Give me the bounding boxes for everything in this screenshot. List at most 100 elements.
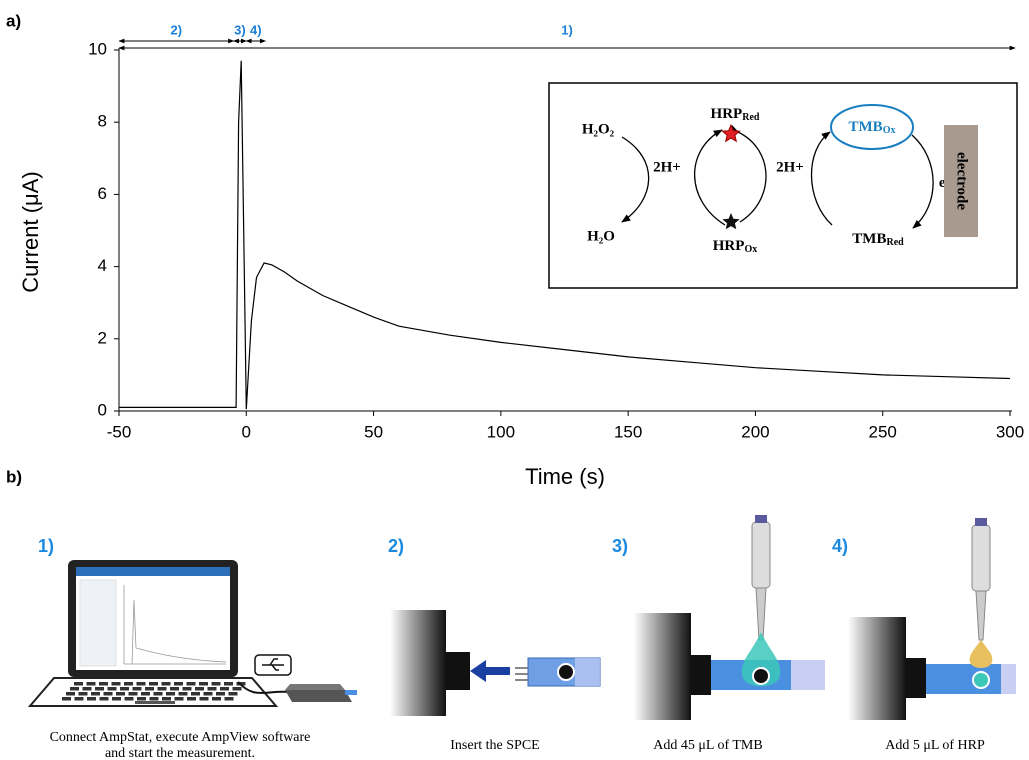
label: HRP xyxy=(713,238,745,254)
laptop xyxy=(27,560,357,707)
key xyxy=(137,697,146,701)
insert-spce xyxy=(390,610,601,716)
proton: 2H+ xyxy=(776,159,804,175)
y-axis-label: Current (μA) xyxy=(18,171,43,292)
x-tick-label: 100 xyxy=(487,422,515,441)
step-number: 4) xyxy=(832,536,848,556)
annotation-label: 1) xyxy=(561,22,573,37)
caption: Add 45 μL of TMB xyxy=(653,738,762,753)
key xyxy=(111,682,121,686)
key xyxy=(107,687,117,691)
tmb-drop xyxy=(741,632,781,687)
key xyxy=(182,687,192,691)
key xyxy=(120,687,129,691)
key xyxy=(116,692,125,696)
annotation-label: 3) xyxy=(234,22,246,37)
x-tick-label: 250 xyxy=(869,422,897,441)
key xyxy=(195,687,204,691)
screen-plot xyxy=(123,585,227,665)
key xyxy=(228,692,238,696)
key xyxy=(136,682,146,686)
electrode-label: electrode xyxy=(954,152,970,210)
key xyxy=(145,687,154,691)
arrow xyxy=(693,129,726,226)
key xyxy=(112,697,121,701)
data-line xyxy=(119,60,1011,410)
y-tick-label: 4 xyxy=(98,256,107,275)
key xyxy=(174,682,183,686)
connector xyxy=(446,652,470,690)
arrow xyxy=(911,134,934,229)
subscript: Ox xyxy=(883,125,896,136)
tmb-ox: TMBOx xyxy=(849,119,896,136)
key xyxy=(186,682,196,686)
star-black xyxy=(722,213,740,230)
pipette-button xyxy=(755,515,767,523)
key xyxy=(153,692,163,696)
key xyxy=(207,687,217,691)
key xyxy=(220,687,229,691)
pipette-body xyxy=(971,524,991,592)
key xyxy=(132,687,142,691)
panel-b: b) 1) 2) 3) 4) Connect AmpStat, execute … xyxy=(6,467,1016,760)
y-tick-label: 0 xyxy=(98,400,107,419)
key xyxy=(174,697,184,701)
device-wall xyxy=(390,610,446,716)
star-red xyxy=(721,123,741,143)
strip-end xyxy=(575,658,600,686)
key xyxy=(124,697,134,701)
caption: Connect AmpStat, execute AmpView softwar… xyxy=(50,730,311,745)
caption: and start the measurement. xyxy=(105,746,255,760)
label: e xyxy=(939,175,946,191)
device-wall xyxy=(848,617,906,720)
key xyxy=(166,692,175,696)
arrow xyxy=(729,125,767,223)
step-number: 1) xyxy=(38,536,54,556)
pipette-tip xyxy=(975,590,987,641)
electrode-block xyxy=(944,125,978,237)
plug xyxy=(345,690,357,695)
caption: Insert the SPCE xyxy=(450,738,539,753)
device-wall xyxy=(634,613,691,720)
key xyxy=(74,697,84,701)
tmb-ox-ellipse xyxy=(830,104,914,150)
key xyxy=(66,692,75,696)
add-tmb xyxy=(634,515,825,720)
subscript: Red xyxy=(742,112,760,123)
pin xyxy=(515,673,529,675)
h2o: H₂O xyxy=(587,228,615,244)
key xyxy=(162,697,171,701)
subscript: Red xyxy=(886,237,904,248)
connector xyxy=(906,658,926,698)
label: TMB xyxy=(849,119,883,135)
key xyxy=(124,682,133,686)
key xyxy=(149,697,159,701)
key xyxy=(191,692,200,696)
electrode xyxy=(972,671,990,689)
add-hrp xyxy=(848,518,1016,720)
key xyxy=(224,682,233,686)
touchpad xyxy=(135,701,175,704)
key xyxy=(141,692,150,696)
key xyxy=(212,697,221,701)
key xyxy=(232,687,242,691)
h2o2: H₂O₂ xyxy=(582,121,615,137)
x-tick-label: -50 xyxy=(107,422,132,441)
key xyxy=(70,687,79,691)
electrode xyxy=(557,663,575,681)
key xyxy=(157,687,167,691)
arrow xyxy=(810,131,833,226)
step-number: 3) xyxy=(612,536,628,556)
key xyxy=(149,682,158,686)
title-bar xyxy=(76,567,230,576)
y-tick-label: 6 xyxy=(98,184,107,203)
pin xyxy=(515,667,529,669)
hrp-ox: HRPOx xyxy=(713,238,757,255)
annotation-label: 4) xyxy=(250,22,262,37)
key xyxy=(128,692,138,696)
ampstat-top xyxy=(285,684,345,690)
x-tick-label: 200 xyxy=(741,422,769,441)
key xyxy=(74,682,83,686)
